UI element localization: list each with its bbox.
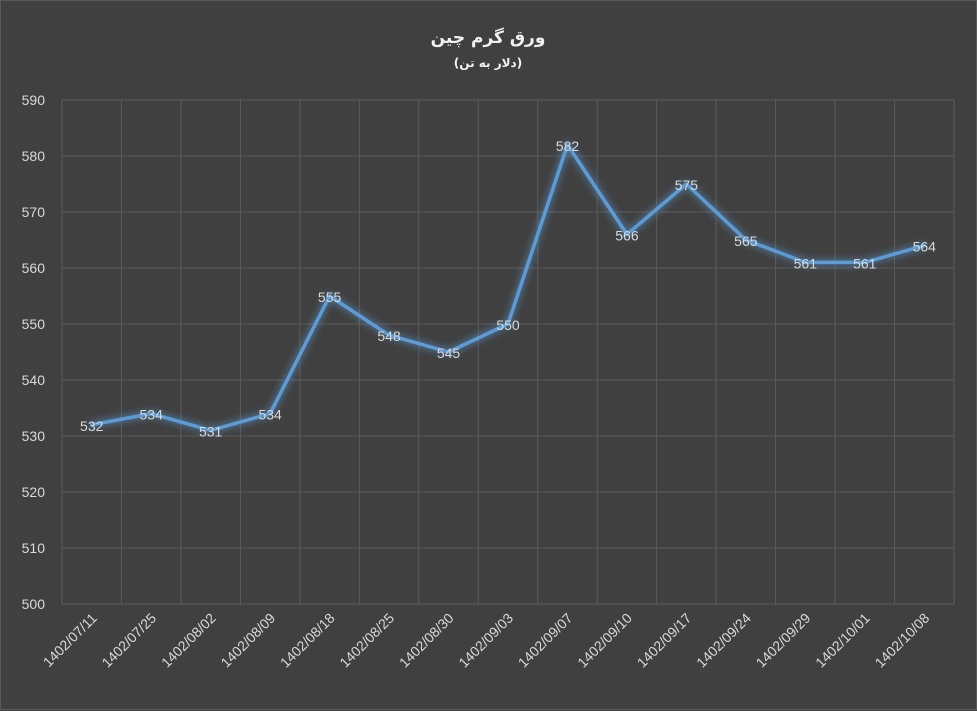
x-tick-label: 1402/08/25 bbox=[336, 610, 397, 671]
data-point bbox=[684, 182, 688, 186]
data-label: 550 bbox=[496, 317, 520, 333]
data-label: 534 bbox=[140, 407, 164, 423]
data-point bbox=[506, 322, 510, 326]
data-label: 575 bbox=[675, 177, 699, 193]
data-point bbox=[149, 412, 153, 416]
data-point bbox=[268, 412, 272, 416]
data-label: 566 bbox=[615, 227, 639, 243]
y-tick-label: 510 bbox=[22, 540, 46, 556]
x-tick-label: 1402/09/17 bbox=[634, 610, 695, 671]
series-line-group bbox=[89, 143, 927, 433]
data-point bbox=[863, 260, 867, 264]
data-point bbox=[387, 333, 391, 337]
gridlines bbox=[61, 99, 955, 605]
data-point bbox=[744, 238, 748, 242]
x-tick-label: 1402/09/29 bbox=[753, 610, 814, 671]
chart-subtitle: (دلار به تن) bbox=[454, 56, 522, 70]
x-tick-label: 1402/10/08 bbox=[872, 610, 933, 671]
data-point bbox=[90, 423, 94, 427]
data-label: 534 bbox=[258, 407, 282, 423]
x-tick-label: 1402/10/01 bbox=[812, 610, 873, 671]
y-tick-label: 580 bbox=[22, 148, 46, 164]
data-label: 545 bbox=[437, 345, 461, 361]
chart-title: ورق گرم چین bbox=[431, 27, 546, 48]
data-label: 531 bbox=[199, 423, 223, 439]
x-tick-label: 1402/08/30 bbox=[396, 610, 457, 671]
data-point bbox=[922, 244, 926, 248]
y-tick-label: 570 bbox=[22, 204, 46, 220]
data-label: 582 bbox=[556, 138, 580, 154]
x-tick-label: 1402/09/03 bbox=[455, 610, 516, 671]
y-tick-label: 530 bbox=[22, 428, 46, 444]
y-axis-ticks: 500 510 520 530 540 550 560 570 580 590 bbox=[22, 92, 46, 612]
data-point bbox=[328, 294, 332, 298]
data-labels: 532 534 531 534 555 548 545 550 582 566 575 565 561 5… bbox=[80, 138, 936, 440]
x-tick-label: 1402/08/18 bbox=[277, 610, 338, 671]
x-tick-label: 1402/09/07 bbox=[515, 610, 576, 671]
data-point bbox=[565, 143, 569, 147]
data-point bbox=[803, 260, 807, 264]
y-tick-label: 520 bbox=[22, 484, 46, 500]
x-tick-label: 1402/07/25 bbox=[98, 610, 159, 671]
data-label: 565 bbox=[734, 233, 758, 249]
x-tick-label: 1402/07/11 bbox=[40, 610, 100, 670]
x-axis-ticks: 1402/07/111402/07/251402/08/021402/08/09… bbox=[40, 610, 933, 671]
data-label: 532 bbox=[80, 418, 104, 434]
y-tick-label: 590 bbox=[22, 92, 46, 108]
data-label: 561 bbox=[853, 255, 877, 271]
data-label: 564 bbox=[913, 239, 937, 255]
x-tick-label: 1402/09/10 bbox=[574, 610, 635, 671]
data-label: 561 bbox=[794, 255, 818, 271]
y-tick-label: 550 bbox=[22, 316, 46, 332]
data-label: 555 bbox=[318, 289, 342, 305]
x-tick-label: 1402/08/02 bbox=[158, 610, 219, 671]
data-point bbox=[625, 232, 629, 236]
x-tick-label: 1402/08/09 bbox=[217, 610, 278, 671]
y-tick-label: 500 bbox=[22, 596, 46, 612]
data-point bbox=[447, 350, 451, 354]
data-label: 548 bbox=[377, 328, 401, 344]
y-tick-label: 560 bbox=[22, 260, 46, 276]
y-tick-label: 540 bbox=[22, 372, 46, 388]
x-tick-label: 1402/09/24 bbox=[693, 610, 754, 671]
data-point bbox=[209, 428, 213, 432]
series-line bbox=[89, 143, 927, 433]
